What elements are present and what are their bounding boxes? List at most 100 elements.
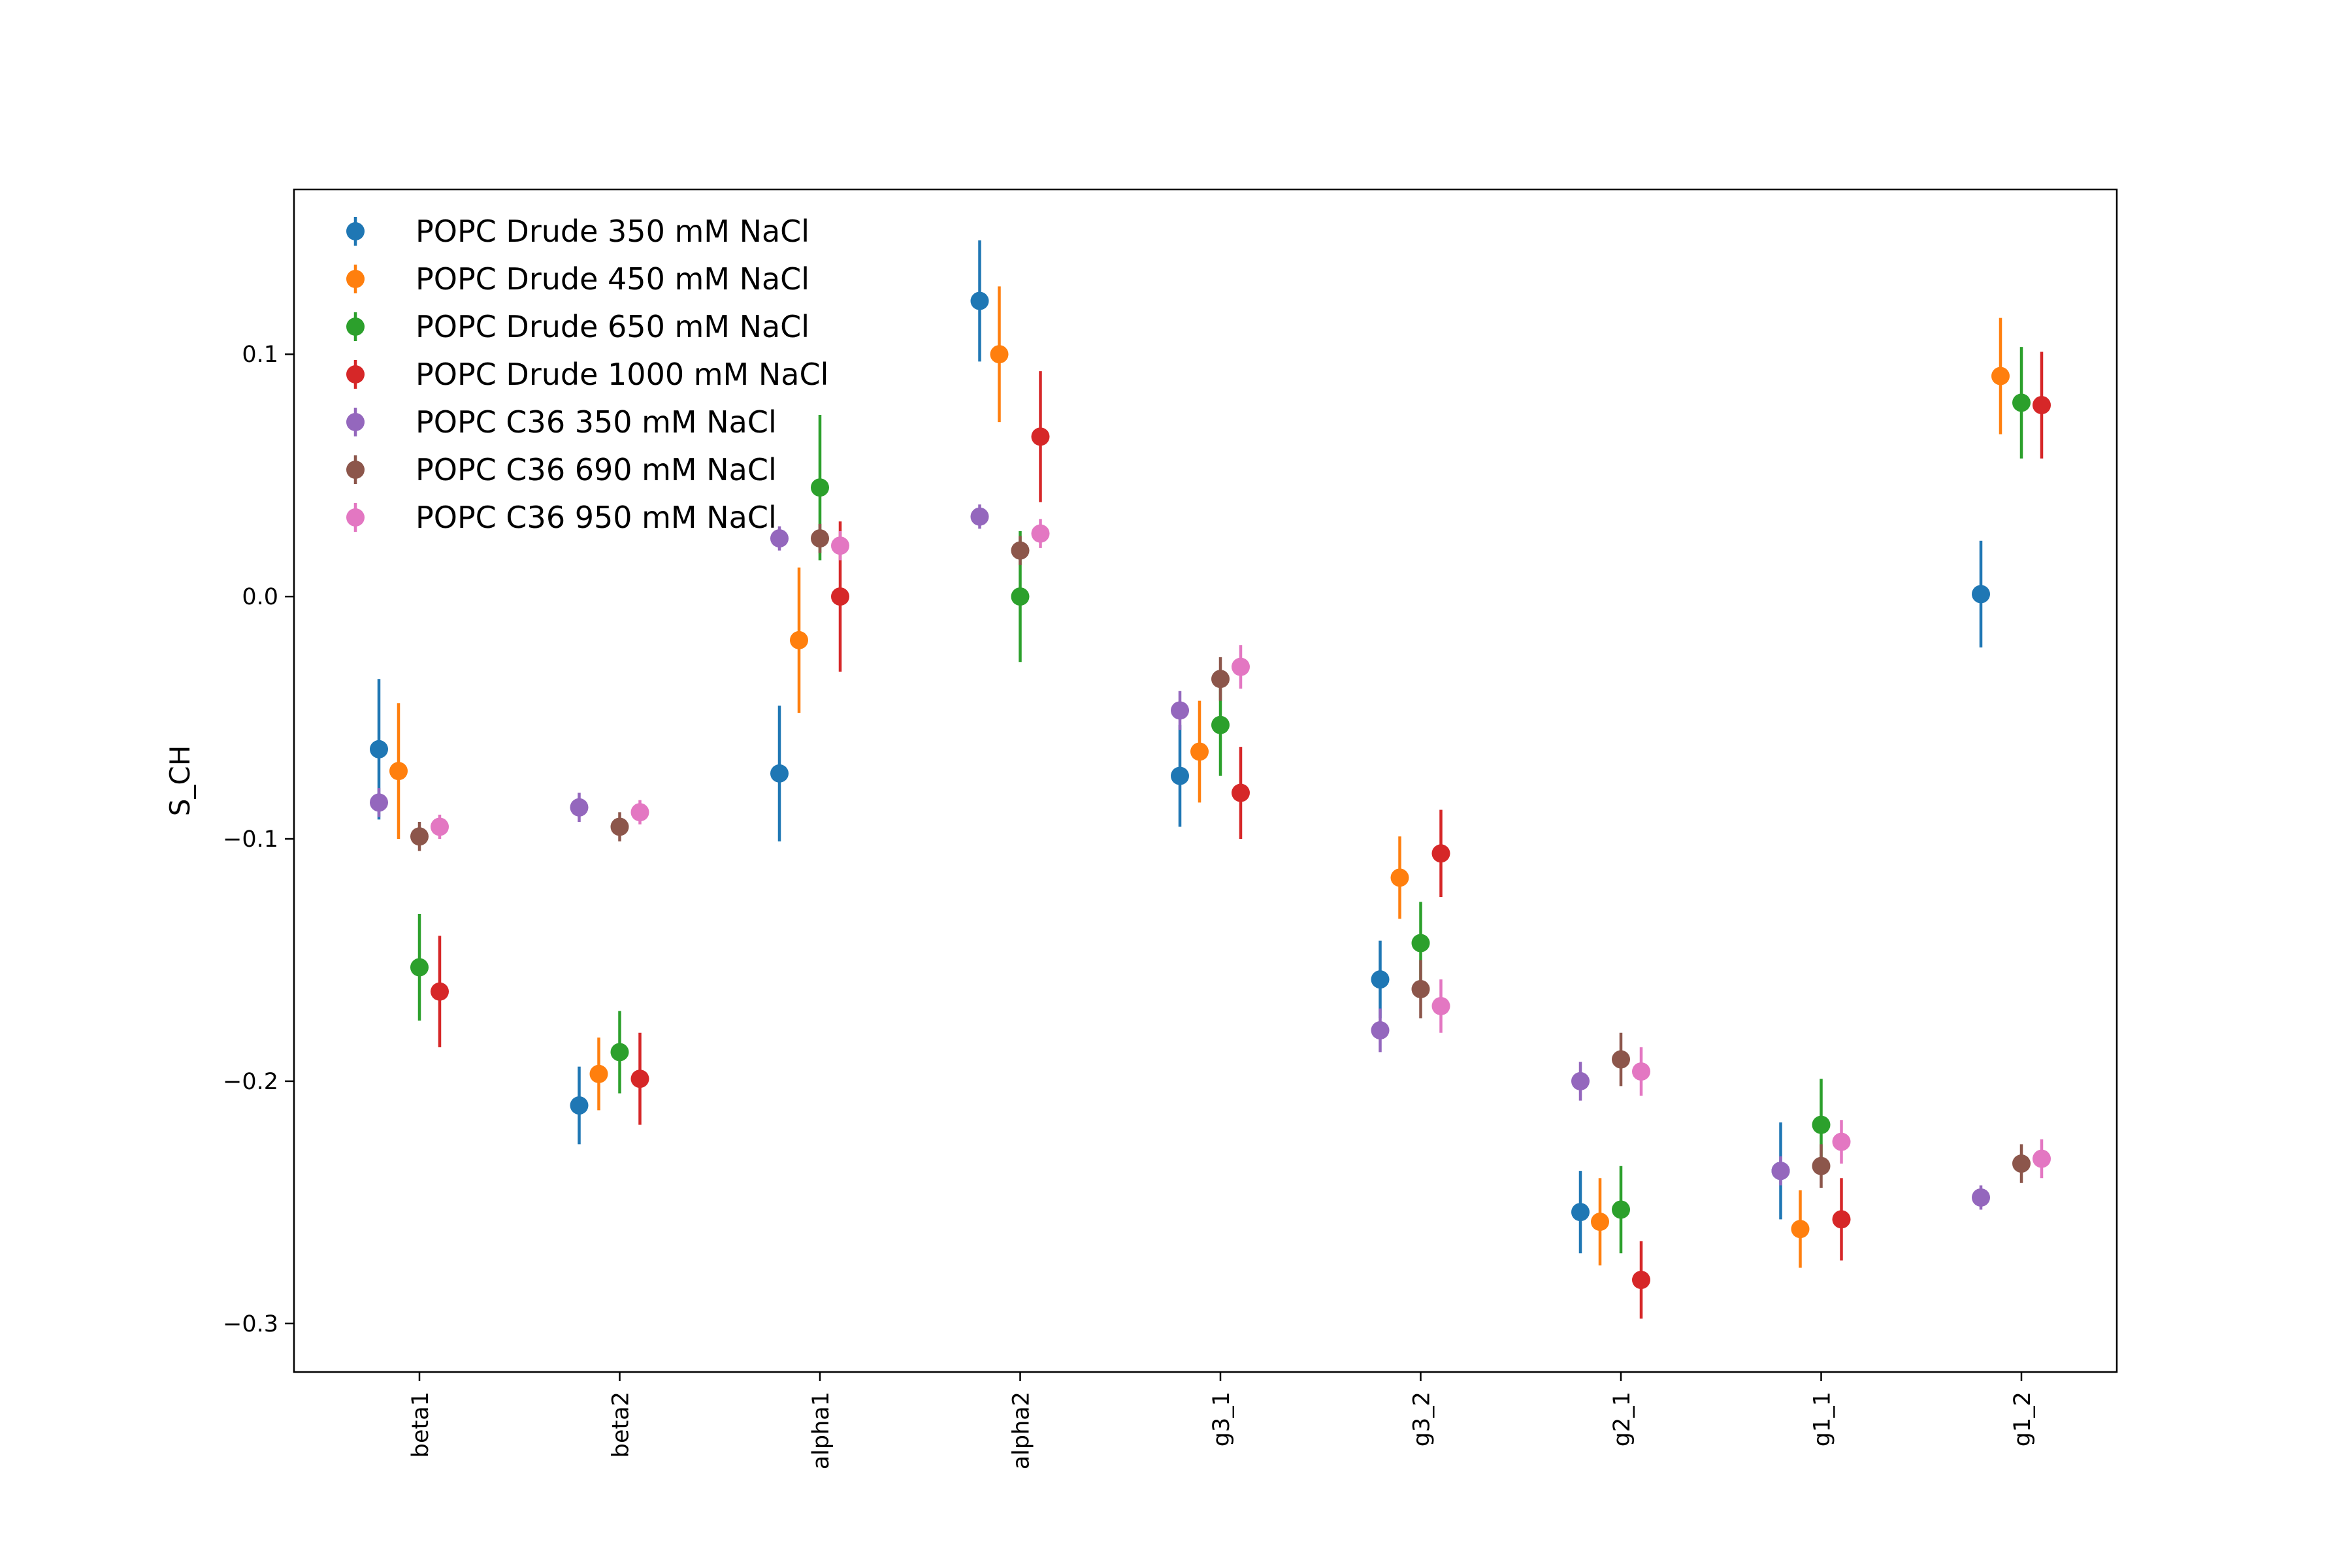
data-point [410,827,429,846]
data-point [370,740,388,759]
legend-marker [346,222,365,240]
x-tick-label: g2_1 [1609,1392,1635,1446]
data-point [1011,587,1030,606]
data-point [1771,1162,1790,1181]
legend-label: POPC Drude 1000 mM NaCl [416,357,828,392]
data-point [610,817,629,836]
legend-marker [346,508,365,527]
legend-label: POPC Drude 450 mM NaCl [416,261,809,297]
legend-label: POPC C36 690 mM NaCl [416,452,777,487]
legend-marker [346,318,365,336]
legend-label: POPC Drude 350 mM NaCl [416,214,809,249]
y-tick-label: 0.0 [242,584,278,610]
x-tick-label: g1_1 [1810,1392,1836,1446]
data-point [1031,524,1050,543]
legend-label: POPC Drude 650 mM NaCl [416,309,809,344]
data-point [1832,1210,1851,1229]
data-point [630,803,649,822]
legend-marker [346,365,365,384]
data-point [1171,766,1189,785]
data-point [410,958,429,977]
data-point [610,1043,629,1062]
data-point [1972,1188,1990,1207]
x-tick-label: beta2 [608,1392,634,1458]
x-tick-label: beta1 [408,1392,434,1458]
legend-item: POPC Drude 1000 mM NaCl [346,357,828,392]
x-axis: beta1 beta2 alpha1 alpha2 g3_1 g3_2 g2_1 g1_1 g1… [408,1372,2036,1469]
data-point [1791,1220,1810,1239]
data-point [1612,1200,1630,1219]
x-tick-label: g3_1 [1209,1392,1235,1446]
x-tick-label: g3_2 [1409,1392,1435,1446]
legend-marker [346,461,365,479]
x-tick-label: alpha2 [1009,1392,1035,1469]
data-point [1390,868,1409,887]
data-marks [370,240,2051,1319]
data-point [1371,970,1390,989]
data-point [1171,701,1189,720]
data-point [1812,1115,1831,1134]
data-point [389,762,408,781]
data-point [1991,367,2010,385]
y-tick-label: −0.1 [223,826,278,853]
data-point [811,529,829,548]
data-point [1832,1132,1851,1151]
legend-item: POPC Drude 450 mM NaCl [346,261,809,297]
legend-item: POPC Drude 650 mM NaCl [346,309,809,344]
data-point [589,1064,608,1083]
data-point [1211,715,1230,734]
data-point [630,1070,649,1088]
data-point [1232,783,1250,802]
data-point [1232,657,1250,676]
y-axis-label: S_CH [164,745,196,817]
data-point [970,507,989,526]
data-point [770,764,789,783]
data-point [1972,585,1990,604]
x-tick-label: alpha1 [808,1392,834,1469]
y-tick-label: −0.3 [223,1311,278,1337]
data-point [1632,1062,1650,1081]
legend-item: POPC C36 950 mM NaCl [346,500,777,535]
data-point [990,345,1009,364]
data-point [1190,742,1209,761]
legend-label: POPC C36 950 mM NaCl [416,500,777,535]
data-point [970,291,989,310]
data-point [1571,1203,1590,1222]
data-point [2033,1149,2051,1168]
data-point [1211,670,1230,689]
data-point [370,793,388,812]
legend-marker [346,413,365,431]
plot-frame [293,188,2118,1373]
x-tick-label: g1_2 [2010,1392,2036,1446]
legend-item: POPC C36 690 mM NaCl [346,452,777,487]
data-point [431,982,449,1001]
legend-marker [346,270,365,288]
legend-item: POPC Drude 350 mM NaCl [346,214,809,249]
y-axis: 0.1 0.0 −0.1 −0.2 −0.3 [223,342,294,1337]
data-point [1571,1071,1590,1090]
y-tick-label: 0.1 [242,342,278,368]
data-point [1411,979,1430,998]
data-point [1812,1156,1831,1175]
data-point [1011,541,1030,560]
data-point [431,817,449,836]
data-point [1591,1213,1609,1232]
data-point [1632,1271,1650,1290]
data-point [1031,427,1050,446]
data-point [770,529,789,548]
legend-item: POPC C36 350 mM NaCl [346,404,777,440]
data-point [1431,844,1450,863]
data-point [2033,396,2051,415]
data-point [2012,1154,2031,1173]
data-point [1411,934,1430,953]
data-point [570,798,589,817]
data-point [2012,393,2031,412]
data-point [1431,996,1450,1015]
data-point [831,587,849,606]
data-point [1612,1050,1630,1069]
data-point [790,630,808,649]
legend-label: POPC C36 350 mM NaCl [416,404,777,440]
data-point [811,478,829,497]
y-tick-label: −0.2 [223,1069,278,1095]
